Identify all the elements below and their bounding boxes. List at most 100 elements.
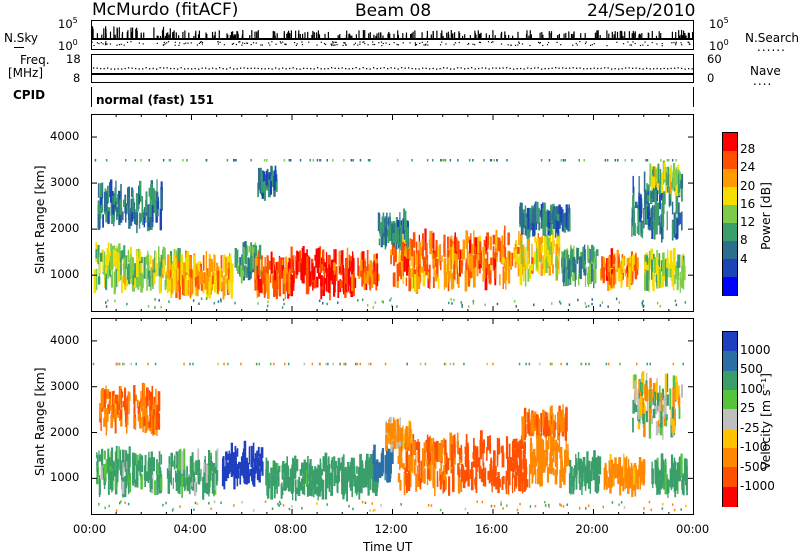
scatter-cell	[155, 191, 159, 203]
scatter-cell	[97, 276, 101, 285]
scatter-cell	[353, 262, 355, 286]
nsky-spike	[375, 35, 377, 38]
scatter-cell	[620, 260, 623, 272]
scatter-cell	[533, 207, 536, 224]
scatter-cell	[545, 440, 549, 462]
noise-cell	[559, 302, 562, 305]
scatter-cell	[544, 214, 547, 237]
nsearch-point	[675, 44, 677, 46]
nsky-spike	[611, 31, 613, 38]
nsearch-point	[479, 41, 481, 44]
scatter-cell	[582, 248, 586, 260]
scatter-cell	[559, 469, 562, 489]
scatter-cell	[398, 252, 401, 263]
scatter-cell	[517, 256, 520, 264]
scatter-cell	[663, 161, 666, 180]
nave-point	[390, 67, 392, 69]
scatter-cell	[582, 456, 586, 474]
scatter-cell	[293, 255, 295, 267]
scatter-cell	[502, 475, 505, 485]
nsky-spike	[655, 35, 658, 38]
scatter-cell	[268, 472, 271, 489]
scatter-cell	[681, 479, 684, 490]
scatter-cell	[386, 467, 390, 483]
nsearch-point	[381, 45, 383, 47]
noise-cell	[577, 298, 579, 302]
scatter-cell	[176, 476, 178, 489]
scatter-cell	[568, 214, 571, 232]
scatter-cell	[145, 391, 148, 409]
scatter-cell	[260, 447, 264, 459]
scatter-cell	[377, 273, 380, 282]
scatter-cell	[296, 251, 300, 263]
noise-cell	[288, 159, 291, 162]
scatter-cell	[336, 465, 339, 483]
scatter-cell	[373, 260, 375, 272]
scatter-cell	[170, 470, 172, 478]
scatter-cell	[257, 251, 260, 275]
nsearch-point	[345, 44, 347, 46]
nave-point	[618, 68, 620, 70]
scatter-cell	[341, 458, 345, 474]
scatter-cell	[404, 429, 407, 443]
scatter-cell	[589, 264, 591, 284]
nsearch-point	[246, 42, 248, 44]
scatter-cell	[132, 471, 135, 484]
nave-point	[226, 68, 228, 70]
scatter-cell	[597, 455, 599, 474]
scatter-cell	[540, 432, 542, 451]
noise-cell	[449, 159, 452, 162]
nsky-spike	[684, 33, 686, 38]
y-tick-label: 4000	[50, 129, 80, 144]
scatter-cell	[333, 249, 335, 266]
scatter-cell	[521, 472, 524, 494]
noise-cell	[461, 305, 463, 308]
scatter-cell	[276, 261, 280, 273]
scatter-cell	[677, 254, 679, 265]
nave-point	[103, 68, 105, 70]
nsky-spike	[105, 33, 107, 38]
nsky-spike	[136, 30, 138, 38]
noise-cell	[525, 362, 527, 366]
nsearch-point	[271, 41, 273, 43]
nsearch-point	[593, 43, 595, 45]
scatter-cell	[140, 256, 143, 264]
nsearch-point	[282, 41, 284, 43]
noise-cell	[372, 306, 375, 309]
scatter-cell	[477, 236, 479, 254]
scatter-cell	[565, 437, 567, 453]
noise-cell	[120, 500, 122, 503]
scatter-cell	[542, 208, 545, 219]
noise-cell	[492, 362, 494, 366]
scatter-cell	[225, 470, 228, 482]
scatter-cell	[642, 475, 645, 484]
scatter-cell	[682, 260, 685, 280]
scatter-cell	[156, 459, 158, 476]
scatter-cell	[187, 279, 190, 296]
scatter-cell	[396, 278, 399, 288]
scatter-cell	[325, 470, 327, 480]
scatter-cell	[547, 210, 551, 229]
scatter-cell	[154, 413, 157, 421]
nave-point	[436, 68, 438, 70]
scatter-cell	[497, 472, 500, 494]
scatter-cell	[312, 481, 314, 488]
scatter-cell	[460, 478, 463, 492]
nsky-spike	[132, 27, 134, 38]
scatter-cell	[392, 273, 394, 286]
colorbar-tick-label: 28	[740, 142, 756, 157]
scatter-cell	[663, 474, 666, 487]
scatter-cell	[550, 219, 553, 235]
scatter-cell	[586, 469, 589, 484]
noise-cell	[500, 500, 502, 504]
noise-cell	[558, 300, 561, 303]
nsky-spike	[464, 34, 466, 38]
scatter-cell	[93, 269, 96, 294]
scatter-cell	[152, 457, 155, 472]
scatter-cell	[134, 453, 137, 466]
nsky-spike	[542, 34, 544, 38]
scatter-cell	[559, 410, 561, 432]
nave-point	[331, 67, 333, 69]
scatter-cell	[446, 257, 450, 275]
scatter-cell	[519, 439, 522, 455]
